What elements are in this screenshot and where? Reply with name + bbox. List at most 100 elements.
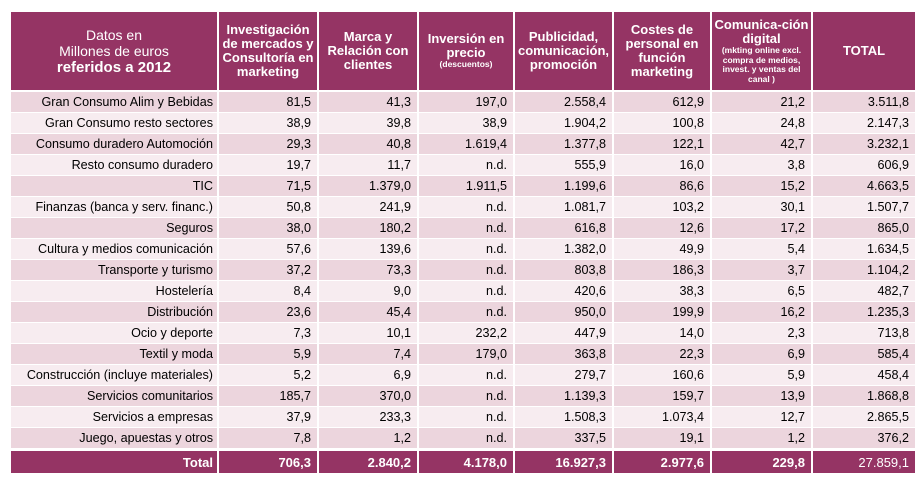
value-cell: 42,7 [710,133,813,155]
value-cell: 22,3 [612,343,712,365]
value-cell: 197,0 [417,91,515,113]
total-label: Total [9,448,219,474]
value-cell: 50,8 [217,196,319,218]
table-row: Gran Consumo resto sectores 38,9 39,8 38,9 1… [9,112,917,134]
value-cell: n.d. [417,217,515,239]
value-cell: 337,5 [513,427,614,450]
header-units-line1: Datos en [85,26,143,43]
value-cell: 12,6 [612,217,712,239]
value-cell: 185,7 [217,385,319,407]
table-row: Juego, apuestas y otros 7,8 1,2 n.d. 337,5 19… [9,427,917,450]
value-cell: 7,3 [217,322,319,344]
value-cell: n.d. [417,196,515,218]
value-cell: 73,3 [317,259,419,281]
row-label: Seguros [9,217,219,239]
header-price-main: Inversión en precio [427,31,505,61]
value-cell: 41,3 [317,91,419,113]
table-body: Gran Consumo Alim y Bebidas 81,5 41,3 197,0… [9,91,917,450]
row-total-cell: 865,0 [811,217,917,239]
value-cell: 803,8 [513,259,614,281]
value-cell: n.d. [417,259,515,281]
header-brand: Marca y Relación con clientes [317,10,419,92]
value-cell: n.d. [417,154,515,176]
value-cell: n.d. [417,427,515,450]
value-cell: 23,6 [217,301,319,323]
row-label: Transporte y turismo [9,259,219,281]
row-total-cell: 606,9 [811,154,917,176]
value-cell: 38,0 [217,217,319,239]
value-cell: 1.139,3 [513,385,614,407]
table-row: Distribución 23,6 45,4 n.d. 950,0 199,9 16,2 1.… [9,301,917,323]
value-cell: 7,8 [217,427,319,450]
total-cell: 706,3 [217,448,319,474]
value-cell: 179,0 [417,343,515,365]
row-total-cell: 1.868,8 [811,385,917,407]
table-row: Consumo duradero Automoción 29,3 40,8 1.619… [9,133,917,155]
value-cell: n.d. [417,364,515,386]
table-row: Gran Consumo Alim y Bebidas 81,5 41,3 197,0… [9,91,917,113]
row-total-cell: 376,2 [811,427,917,450]
row-total-cell: 1.507,7 [811,196,917,218]
header-units-cell: Datos en Millones de euros referidos a 2… [9,10,219,92]
row-total-cell: 1.634,5 [811,238,917,260]
value-cell: 1.199,6 [513,175,614,197]
value-cell: 6,9 [317,364,419,386]
value-cell: 3,7 [710,259,813,281]
row-total-cell: 458,4 [811,364,917,386]
row-label: Gran Consumo resto sectores [9,112,219,134]
value-cell: 49,9 [612,238,712,260]
value-cell: 199,9 [612,301,712,323]
total-cell: 229,8 [710,448,813,474]
table-row: Ocio y deporte 7,3 10,1 232,2 447,9 14,0 2,3 71… [9,322,917,344]
marketing-spend-table-container: Datos en Millones de euros referidos a 2… [9,10,917,474]
row-label: Finanzas (banca y serv. financ.) [9,196,219,218]
table-row: Seguros 38,0 180,2 n.d. 616,8 12,6 17,2 865,0 [9,217,917,239]
row-label: Hostelería [9,280,219,302]
value-cell: 2,3 [710,322,813,344]
total-row: Total 706,3 2.840,2 4.178,0 16.927,3 2.9… [9,448,917,474]
row-total-cell: 4.663,5 [811,175,917,197]
header-price-investment: Inversión en precio (descuentos) [417,10,515,92]
value-cell: 103,2 [612,196,712,218]
row-label: Distribución [9,301,219,323]
table-row: Transporte y turismo 37,2 73,3 n.d. 803,8 186… [9,259,917,281]
value-cell: 86,6 [612,175,712,197]
total-cell: 16.927,3 [513,448,614,474]
value-cell: 24,8 [710,112,813,134]
value-cell: 8,4 [217,280,319,302]
value-cell: 81,5 [217,91,319,113]
header-digital-main: Comunica-ción digital [714,17,809,46]
value-cell: n.d. [417,280,515,302]
value-cell: 100,8 [612,112,712,134]
row-label: Consumo duradero Automoción [9,133,219,155]
value-cell: 5,9 [710,364,813,386]
value-cell: 16,0 [612,154,712,176]
value-cell: n.d. [417,238,515,260]
value-cell: 241,9 [317,196,419,218]
value-cell: 180,2 [317,217,419,239]
total-cell: 2.977,6 [612,448,712,474]
header-digital-note: (mkting online excl. compra de medios, i… [721,45,802,84]
header-advertising: Publicidad, comunicación, promoción [513,10,614,92]
row-total-cell: 3.232,1 [811,133,917,155]
table-row: Servicios comunitarios 185,7 370,0 n.d. 1.13… [9,385,917,407]
value-cell: 232,2 [417,322,515,344]
value-cell: 612,9 [612,91,712,113]
value-cell: 139,6 [317,238,419,260]
marketing-spend-table: Datos en Millones de euros referidos a 2… [9,10,917,474]
value-cell: 1,2 [710,427,813,450]
value-cell: 420,6 [513,280,614,302]
table-row: Cultura y medios comunicación 57,6 139,6 n.… [9,238,917,260]
row-total-cell: 585,4 [811,343,917,365]
value-cell: 38,9 [417,112,515,134]
value-cell: 12,7 [710,406,813,428]
value-cell: 38,3 [612,280,712,302]
header-digital: Comunica-ción digital (mkting online exc… [710,10,813,92]
value-cell: 279,7 [513,364,614,386]
row-total-cell: 482,7 [811,280,917,302]
value-cell: 160,6 [612,364,712,386]
value-cell: 17,2 [710,217,813,239]
row-label: Servicios comunitarios [9,385,219,407]
value-cell: 1.904,2 [513,112,614,134]
value-cell: 40,8 [317,133,419,155]
